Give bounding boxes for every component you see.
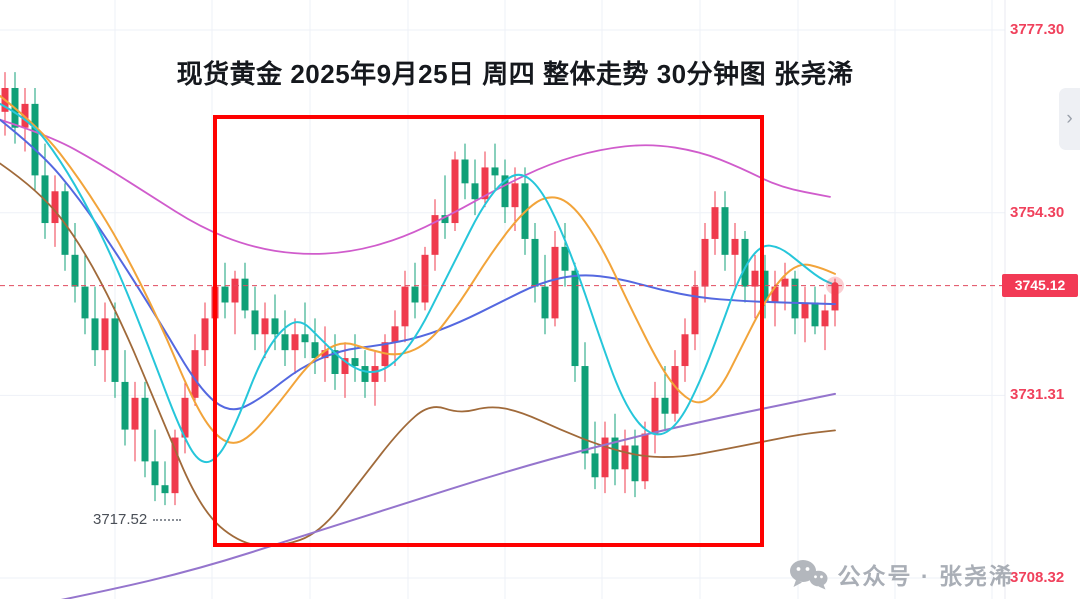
price-label-s1: 3731.31	[1010, 386, 1065, 403]
price-label-s2: 3708.32	[1010, 569, 1065, 586]
watermark-text: 公众号 · 张尧浠	[837, 563, 1014, 589]
price-label-r2: 3777.30	[1010, 21, 1065, 38]
low-price-leader-dots	[153, 518, 182, 521]
low-price-note: 3717.52	[93, 511, 182, 528]
current-price-badge: 3745.12	[1002, 274, 1078, 297]
price-label-r1: 3754.30	[1010, 204, 1065, 221]
chart-title: 现货黄金 2025年9月25日 周四 整体走势 30分钟图 张尧浠	[176, 59, 854, 89]
wechat-icon	[788, 558, 828, 590]
watermark: 公众号 · 张尧浠	[788, 557, 1014, 591]
low-price-text: 3717.52	[93, 511, 148, 528]
chevron-right-icon: ›	[1066, 108, 1073, 129]
panel-expand-button[interactable]: ›	[1059, 88, 1080, 150]
